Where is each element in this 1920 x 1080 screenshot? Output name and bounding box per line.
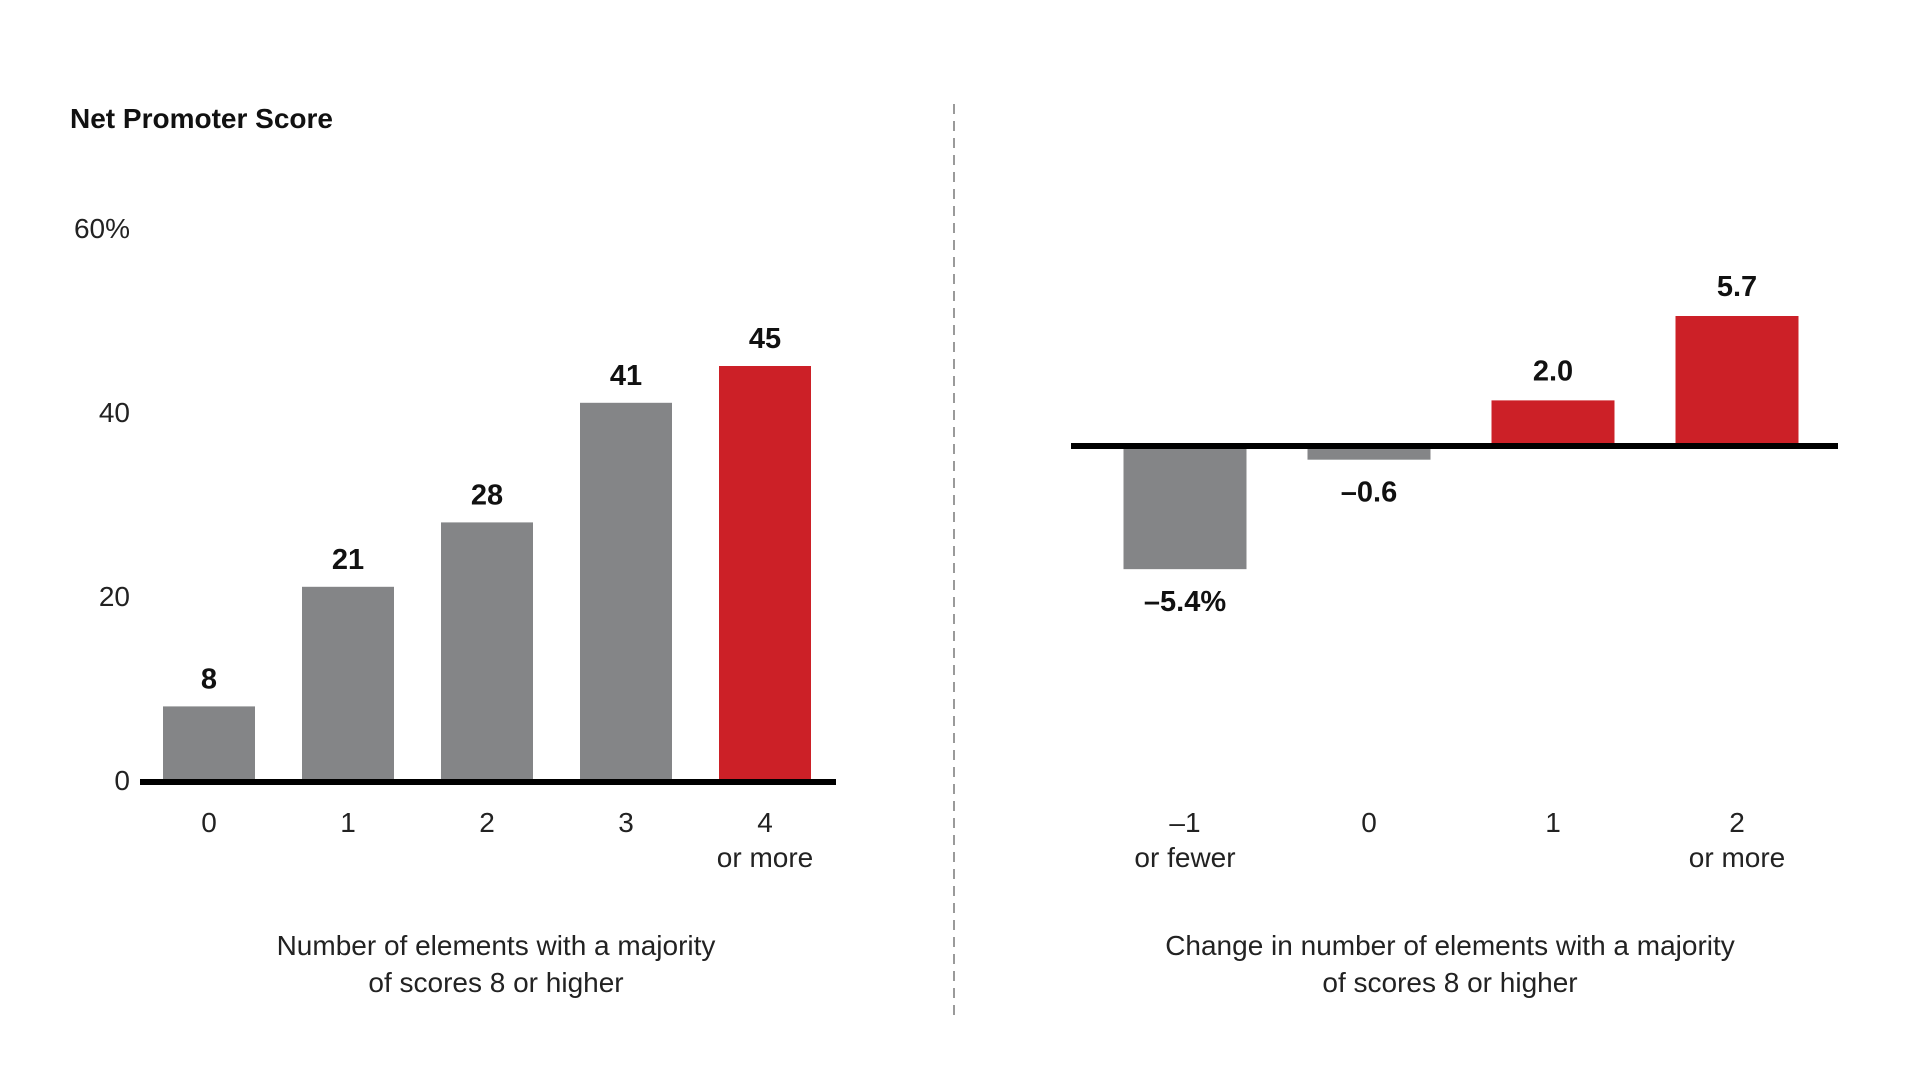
x-tick-label: 1 — [340, 807, 356, 838]
data-label: 21 — [332, 544, 364, 576]
bar — [441, 522, 533, 780]
bar — [1675, 316, 1799, 446]
x-axis-title: of scores 8 or higher — [368, 967, 623, 998]
bar — [302, 586, 394, 780]
data-label: 8 — [201, 663, 217, 695]
y-tick-label: 0 — [114, 765, 130, 796]
bar — [1491, 400, 1615, 446]
data-label: 41 — [610, 360, 642, 392]
x-tick-label: 0 — [201, 807, 217, 838]
x-axis-title: Change in number of elements with a majo… — [1165, 930, 1735, 961]
y-tick-label: 40 — [99, 397, 130, 428]
data-label: 2.0 — [1533, 355, 1573, 387]
x-tick-label: or fewer — [1134, 842, 1235, 873]
data-label: 5.7 — [1717, 271, 1757, 303]
x-tick-label: 4 — [757, 807, 773, 838]
x-tick-label: 0 — [1361, 807, 1377, 838]
right-bar-chart: –5.4% –1 or fewer –0.6 0 2.0 1 5.7 2 or more Chang… — [1071, 271, 1838, 998]
x-tick-label: or more — [1689, 842, 1785, 873]
data-label: 28 — [471, 479, 503, 511]
x-tick-label: 2 — [479, 807, 495, 838]
y-tick-label: 20 — [99, 581, 130, 612]
data-label: –5.4% — [1144, 586, 1226, 618]
chart-title: Net Promoter Score — [70, 103, 333, 134]
x-tick-label: 3 — [618, 807, 634, 838]
x-tick-label: or more — [717, 842, 813, 873]
x-axis-title: Number of elements with a majority — [277, 930, 716, 961]
data-label: –0.6 — [1341, 477, 1397, 509]
bar — [719, 366, 811, 780]
x-tick-label: 1 — [1545, 807, 1561, 838]
x-axis-title: of scores 8 or higher — [1322, 967, 1577, 998]
data-label: 45 — [749, 323, 781, 355]
bar — [1123, 446, 1247, 570]
bar — [1307, 446, 1431, 460]
bar — [580, 402, 672, 780]
left-bar-chart: 0 20 40 60% 8 0 21 1 28 2 41 3 45 4 or more Number of e… — [74, 213, 836, 998]
x-tick-label: –1 — [1169, 807, 1200, 838]
x-tick-label: 2 — [1729, 807, 1745, 838]
y-tick-label: 60% — [74, 213, 130, 244]
bar — [163, 706, 255, 780]
